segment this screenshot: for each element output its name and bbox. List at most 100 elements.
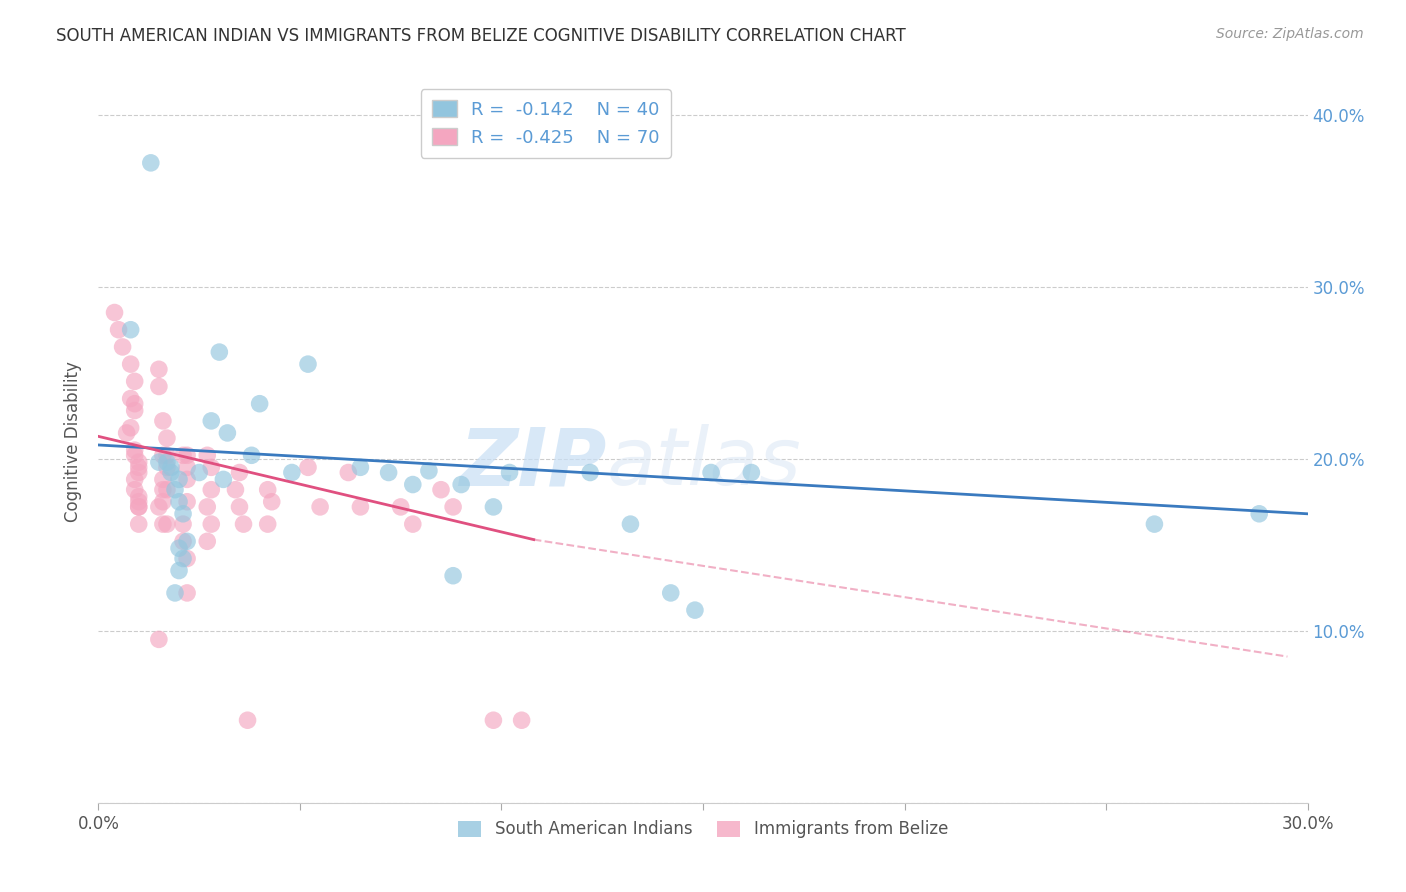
Point: [172, 534, 194, 549]
Point: [430, 483, 453, 497]
Point: [212, 472, 235, 486]
Point: [156, 431, 179, 445]
Point: [111, 340, 134, 354]
Point: [148, 379, 170, 393]
Point: [128, 490, 150, 504]
Point: [195, 500, 218, 514]
Point: [124, 375, 146, 389]
Point: [163, 483, 186, 497]
Point: [482, 713, 505, 727]
Point: [217, 425, 239, 440]
Point: [200, 517, 222, 532]
Point: [195, 534, 218, 549]
Point: [139, 156, 162, 170]
Point: [297, 357, 319, 371]
Point: [167, 564, 190, 578]
Point: [128, 494, 150, 508]
Point: [208, 345, 231, 359]
Point: [441, 568, 464, 582]
Point: [172, 448, 194, 462]
Point: [156, 455, 179, 469]
Point: [619, 517, 641, 532]
Point: [176, 586, 198, 600]
Point: [402, 477, 425, 491]
Point: [236, 713, 259, 727]
Point: [120, 421, 142, 435]
Point: [389, 500, 412, 514]
Point: [152, 517, 174, 532]
Point: [160, 466, 183, 480]
Point: [128, 466, 150, 480]
Point: [124, 397, 146, 411]
Point: [115, 425, 138, 440]
Point: [176, 494, 198, 508]
Point: [700, 466, 723, 480]
Point: [260, 494, 283, 508]
Point: [172, 507, 194, 521]
Point: [195, 448, 218, 462]
Point: [128, 500, 150, 514]
Point: [120, 357, 142, 371]
Point: [441, 500, 464, 514]
Point: [188, 466, 211, 480]
Point: [297, 460, 319, 475]
Point: [1143, 517, 1166, 532]
Point: [163, 586, 186, 600]
Point: [240, 448, 263, 462]
Point: [482, 500, 505, 514]
Text: ZIP: ZIP: [458, 425, 606, 502]
Point: [256, 517, 278, 532]
Point: [377, 466, 399, 480]
Point: [167, 494, 190, 508]
Text: SOUTH AMERICAN INDIAN VS IMMIGRANTS FROM BELIZE COGNITIVE DISABILITY CORRELATION: SOUTH AMERICAN INDIAN VS IMMIGRANTS FROM…: [56, 27, 905, 45]
Point: [579, 466, 602, 480]
Point: [156, 448, 179, 462]
Point: [337, 466, 360, 480]
Point: [124, 483, 146, 497]
Point: [402, 517, 425, 532]
Point: [176, 551, 198, 566]
Point: [128, 500, 150, 514]
Point: [128, 517, 150, 532]
Point: [128, 455, 150, 469]
Point: [349, 460, 371, 475]
Point: [510, 713, 533, 727]
Point: [683, 603, 706, 617]
Point: [172, 517, 194, 532]
Point: [152, 472, 174, 486]
Point: [172, 551, 194, 566]
Point: [176, 460, 198, 475]
Point: [124, 443, 146, 458]
Point: [228, 500, 250, 514]
Point: [120, 392, 142, 406]
Point: [418, 464, 440, 478]
Legend: South American Indians, Immigrants from Belize: South American Indians, Immigrants from …: [451, 814, 955, 845]
Point: [152, 448, 174, 462]
Point: [152, 494, 174, 508]
Point: [659, 586, 682, 600]
Point: [167, 472, 190, 486]
Point: [176, 448, 198, 462]
Point: [249, 397, 271, 411]
Point: [256, 483, 278, 497]
Point: [156, 460, 179, 475]
Point: [167, 541, 190, 556]
Point: [224, 483, 246, 497]
Point: [148, 632, 170, 647]
Point: [156, 483, 179, 497]
Text: Source: ZipAtlas.com: Source: ZipAtlas.com: [1216, 27, 1364, 41]
Point: [160, 460, 183, 475]
Point: [200, 460, 222, 475]
Point: [349, 500, 371, 514]
Point: [128, 460, 150, 475]
Text: atlas: atlas: [606, 425, 801, 502]
Point: [228, 466, 250, 480]
Point: [1249, 507, 1271, 521]
Point: [176, 534, 198, 549]
Point: [200, 414, 222, 428]
Point: [120, 323, 142, 337]
Point: [281, 466, 304, 480]
Point: [309, 500, 332, 514]
Point: [124, 448, 146, 462]
Point: [498, 466, 520, 480]
